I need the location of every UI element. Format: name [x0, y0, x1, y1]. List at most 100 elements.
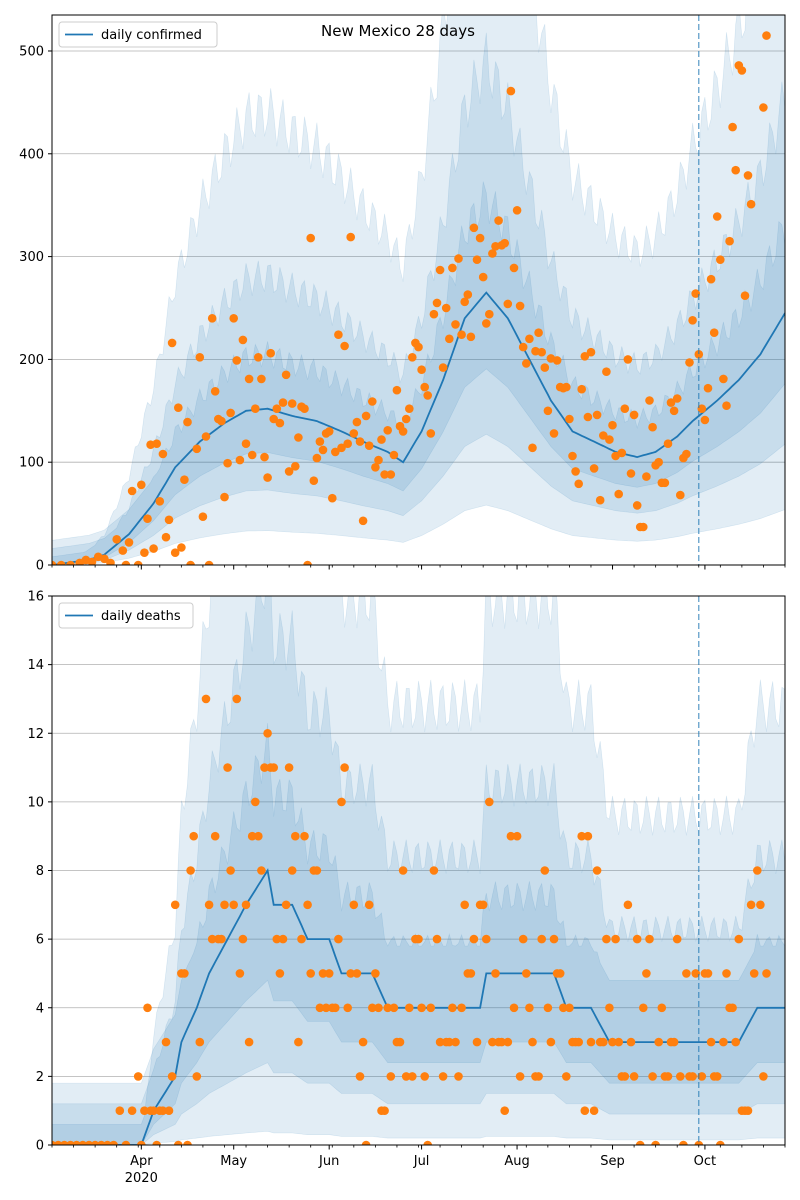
deaths-observed-point [540, 866, 550, 875]
confirmed-observed-point [617, 448, 627, 458]
confirmed-ytick-label: 100 [19, 456, 44, 471]
confirmed-observed-point [127, 486, 137, 496]
confirmed-observed-point [121, 560, 131, 565]
deaths-observed-point [180, 969, 189, 978]
confirmed-observed-point [580, 352, 590, 361]
confirmed-observed-point [472, 255, 482, 264]
deaths-observed-point [343, 1003, 353, 1013]
deaths-observed-point [115, 1106, 125, 1115]
deaths-observed-point [315, 1003, 325, 1013]
confirmed-observed-point [522, 359, 531, 368]
deaths-observed-point [528, 1037, 537, 1047]
deaths-observed-point [482, 934, 491, 944]
deaths-observed-point [663, 1072, 673, 1081]
deaths-observed-point [703, 969, 713, 978]
confirmed-observed-point [451, 320, 460, 329]
confirmed-observed-point [525, 334, 534, 344]
deaths-observed-point [503, 1037, 513, 1047]
confirmed-observed-point [475, 233, 485, 243]
confirmed-observed-point [183, 417, 192, 427]
confirmed-observed-point [371, 463, 380, 472]
confirmed-observed-point [654, 457, 663, 467]
confirmed-observed-point [469, 223, 479, 233]
confirmed-observed-point [623, 355, 633, 364]
deaths-observed-point [133, 1072, 143, 1081]
confirmed-observed-point [278, 398, 288, 407]
confirmed-observed-point [140, 548, 149, 557]
confirmed-observed-point [565, 414, 574, 424]
confirmed-observed-point [253, 353, 263, 362]
deaths-observed-point [281, 900, 291, 910]
confirmed-observed-point [358, 516, 368, 526]
deaths-observed-point [512, 831, 522, 841]
confirmed-observed-point [180, 475, 189, 485]
confirmed-observed-point [392, 385, 402, 395]
deaths-observed-point [371, 969, 380, 978]
confirmed-plot-area [52, 15, 785, 565]
deaths-observed-point [580, 1106, 590, 1115]
deaths-observed-point [534, 1072, 543, 1081]
confirmed-observed-point [272, 404, 282, 414]
confirmed-observed-point [192, 444, 202, 454]
deaths-observed-point [614, 1037, 623, 1047]
confirmed-observed-point [512, 206, 522, 215]
confirmed-observed-point [722, 401, 731, 411]
confirmed-observed-point [343, 439, 353, 449]
confirmed-observed-point [466, 332, 476, 342]
confirmed-observed-point [300, 404, 309, 414]
confirmed-observed-point [608, 420, 617, 430]
confirmed-observed-point [438, 363, 448, 372]
deaths-observed-point [346, 969, 356, 978]
deaths-observed-point [253, 831, 263, 841]
confirmed-observed-point [478, 272, 488, 282]
deaths-observed-point [688, 1072, 697, 1081]
confirmed-observed-point [448, 263, 457, 273]
confirmed-observed-point [746, 199, 756, 209]
confirmed-observed-point [201, 432, 211, 441]
confirmed-observed-point [562, 382, 571, 392]
deaths-observed-point [432, 934, 442, 944]
deaths-observed-point [229, 900, 238, 910]
confirmed-observed-point [207, 314, 217, 323]
deaths-observed-point [183, 1140, 192, 1145]
confirmed-observed-point [158, 449, 168, 459]
confirmed-observed-point [645, 396, 654, 405]
confirmed-observed-point [244, 374, 254, 384]
confirmed-observed-point [383, 426, 393, 435]
confirmed-observed-point [87, 557, 97, 565]
confirmed-observed-point [152, 439, 161, 449]
deaths-observed-point [405, 1003, 414, 1013]
deaths-observed-point [565, 1003, 574, 1013]
deaths-band-95pct [52, 596, 785, 1145]
deaths-observed-point [158, 1106, 168, 1115]
confirmed-observed-point [291, 462, 300, 471]
confirmed-observed-point [457, 330, 466, 340]
deaths-observed-point [472, 1037, 482, 1047]
confirmed-observed-point [666, 398, 676, 407]
deaths-observed-point [417, 1003, 426, 1013]
deaths-observed-point [143, 1003, 152, 1013]
deaths-observed-point [651, 1140, 660, 1145]
confirmed-observed-point [220, 492, 229, 502]
deaths-observed-point [247, 831, 257, 841]
deaths-observed-point [291, 831, 300, 841]
deaths-observed-point [543, 1003, 553, 1013]
confirmed-observed-point [133, 560, 143, 565]
confirmed-observed-point [210, 387, 220, 396]
deaths-observed-point [303, 900, 312, 910]
deaths-observed-point [445, 1037, 454, 1047]
confirmed-observed-point [306, 233, 316, 243]
figure-title: New Mexico 28 days [321, 22, 475, 40]
confirmed-observed-point [629, 410, 639, 420]
confirmed-observed-point [685, 358, 694, 367]
confirmed-observed-point [275, 418, 285, 428]
confirmed-observed-point [552, 356, 562, 365]
confirmed-observed-point [549, 429, 559, 438]
confirmed-observed-point [100, 554, 109, 564]
confirmed-ytick-label: 200 [19, 353, 44, 368]
deaths-observed-point [682, 969, 691, 978]
confirmed-observed-point [660, 478, 670, 488]
xtick-label-jun: Jun [318, 1154, 339, 1169]
confirmed-observed-point [331, 447, 340, 457]
confirmed-observed-point [56, 560, 66, 565]
